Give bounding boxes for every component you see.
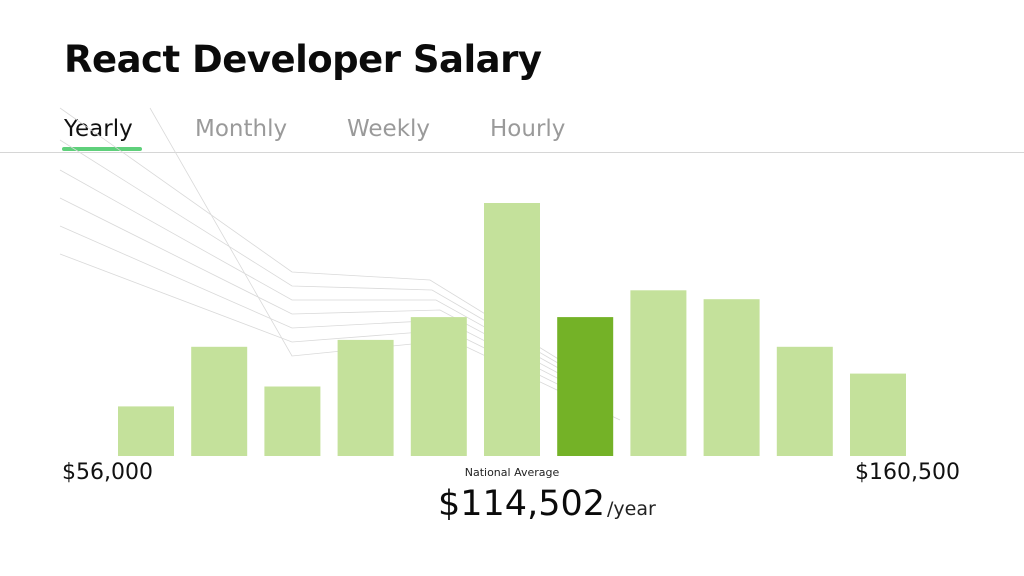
page-title: React Developer Salary <box>64 38 542 81</box>
national-average-value: $114,502 <box>438 484 606 524</box>
tab-monthly[interactable]: Monthly <box>195 116 288 142</box>
histogram-bar <box>410 317 467 456</box>
histogram-bar <box>776 346 833 456</box>
range-min-label: $56,000 <box>62 460 153 485</box>
histogram-bar <box>484 203 540 456</box>
histogram-bar <box>630 290 687 456</box>
histogram-bar <box>264 386 321 456</box>
tab-yearly[interactable]: Yearly <box>64 116 133 142</box>
active-tab-indicator <box>62 147 142 151</box>
histogram-bar-highlighted <box>557 317 614 456</box>
histogram-bar <box>118 406 174 456</box>
range-max-label: $160,500 <box>855 460 960 485</box>
period-tabs: Yearly Monthly Weekly Hourly <box>0 110 1024 153</box>
national-average-caption: National Average <box>464 466 560 479</box>
histogram-bar <box>703 299 760 456</box>
national-average: $114,502/year <box>438 484 656 524</box>
histogram-bar <box>191 346 248 456</box>
histogram-bar <box>337 339 394 456</box>
histogram-bar <box>850 373 906 456</box>
histogram-bars <box>118 203 906 456</box>
tab-hourly[interactable]: Hourly <box>490 116 566 142</box>
tab-weekly[interactable]: Weekly <box>347 116 431 142</box>
national-average-unit: /year <box>607 498 656 520</box>
